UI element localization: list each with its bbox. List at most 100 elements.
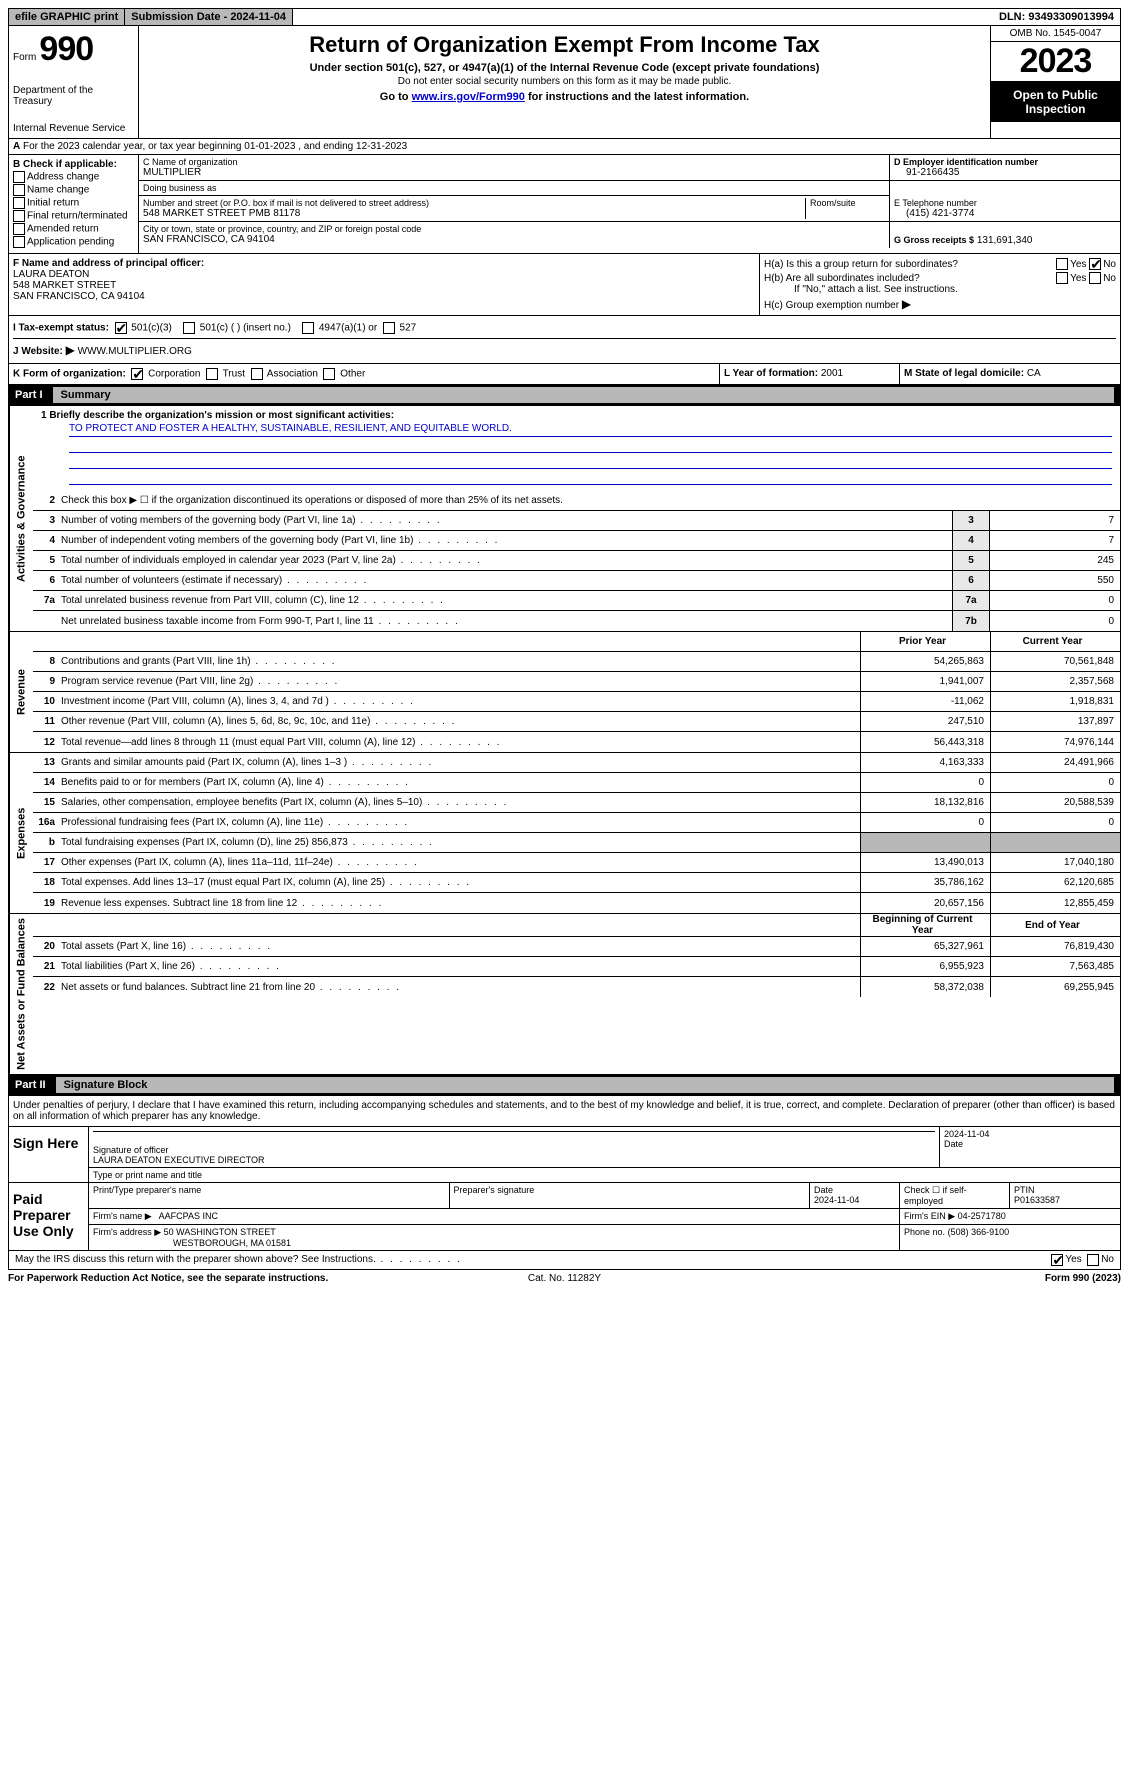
part1-title: Summary: [53, 387, 1114, 403]
prior-value: -11,062: [860, 692, 990, 711]
gov-row: 3Number of voting members of the governi…: [33, 511, 1120, 531]
tax-exempt-line: I Tax-exempt status: 501(c)(3) 501(c) ( …: [13, 322, 1116, 334]
dept-treasury: Department of the Treasury: [13, 85, 134, 107]
row-num: 10: [33, 696, 61, 707]
discuss-yes-box[interactable]: [1051, 1254, 1063, 1266]
group-return-cell: H(a) Is this a group return for subordin…: [760, 254, 1120, 315]
part1-tag: Part I: [15, 389, 53, 401]
row-num: 5: [33, 555, 61, 566]
mission-blank-3: [69, 471, 1112, 485]
irs-link[interactable]: www.irs.gov/Form990: [412, 91, 525, 103]
omb-number: OMB No. 1545-0047: [991, 26, 1120, 42]
chk-initial-return[interactable]: Initial return: [13, 197, 134, 209]
prior-value: 0: [860, 773, 990, 792]
vtab-netassets: Net Assets or Fund Balances: [9, 914, 33, 1074]
line-2-label: Check this box ▶ ☐ if the organization d…: [61, 493, 1120, 508]
header-right: OMB No. 1545-0047 2023 Open to Public In…: [990, 26, 1120, 138]
hb-no-box[interactable]: [1089, 272, 1101, 284]
m-label: M State of legal domicile:: [904, 368, 1024, 379]
firm-phone: (508) 366-9100: [948, 1227, 1010, 1237]
chk-address-change[interactable]: Address change: [13, 171, 134, 183]
dln-label: DLN: 93493309013994: [993, 9, 1120, 25]
current-value: 74,976,144: [990, 732, 1120, 752]
discuss-no-box[interactable]: [1087, 1254, 1099, 1266]
data-row: 8Contributions and grants (Part VIII, li…: [33, 652, 1120, 672]
gross-cell: G Gross receipts $ 131,691,340: [890, 222, 1120, 248]
sig-date: 2024-11-04: [944, 1129, 989, 1139]
chk-other[interactable]: [323, 368, 335, 380]
chk-501c3[interactable]: [115, 322, 127, 334]
row-num: 21: [33, 961, 61, 972]
data-row: bTotal fundraising expenses (Part IX, co…: [33, 833, 1120, 853]
row-num: 4: [33, 535, 61, 546]
row-num: 18: [33, 877, 61, 888]
current-value: 137,897: [990, 712, 1120, 731]
firm-name-cell: Firm's name ▶ AAFCPAS INC: [89, 1209, 900, 1224]
chk-4947[interactable]: [302, 322, 314, 334]
officer-name: LAURA DEATON: [13, 269, 755, 280]
vtab-governance: Activities & Governance: [9, 406, 33, 631]
gov-row: 7aTotal unrelated business revenue from …: [33, 591, 1120, 611]
vtab-expenses: Expenses: [9, 753, 33, 913]
prep-date-cell: Date 2024-11-04: [810, 1183, 900, 1208]
sig-officer-cell: Signature of officer LAURA DEATON EXECUT…: [89, 1127, 940, 1167]
ha-yes-box[interactable]: [1056, 258, 1068, 270]
chk-application-pending[interactable]: Application pending: [13, 236, 134, 248]
selfemp-cell: Check ☐ if self-employed: [900, 1183, 1010, 1208]
chk-name-change[interactable]: Name change: [13, 184, 134, 196]
signature-intro: Under penalties of perjury, I declare th…: [8, 1096, 1121, 1127]
prep-date: 2024-11-04: [814, 1195, 859, 1205]
row-num: 9: [33, 676, 61, 687]
data-row: 19Revenue less expenses. Subtract line 1…: [33, 893, 1120, 913]
row-value: 0: [990, 591, 1120, 610]
prior-value: 20,657,156: [860, 893, 990, 913]
row-num: 14: [33, 777, 61, 788]
chk-501c[interactable]: [183, 322, 195, 334]
ha-no-box[interactable]: [1089, 258, 1101, 270]
l-label: L Year of formation:: [724, 368, 818, 379]
org-name: MULTIPLIER: [143, 167, 885, 178]
org-name-label: C Name of organization: [143, 157, 885, 167]
data-row: 13Grants and similar amounts paid (Part …: [33, 753, 1120, 773]
part2-title: Signature Block: [56, 1077, 1114, 1093]
chk-amended-return[interactable]: Amended return: [13, 223, 134, 235]
data-row: 18Total expenses. Add lines 13–17 (must …: [33, 873, 1120, 893]
row-num: 19: [33, 898, 61, 909]
ptin-value: P01633587: [1014, 1195, 1060, 1205]
data-row: 10Investment income (Part VIII, column (…: [33, 692, 1120, 712]
data-row: 9Program service revenue (Part VIII, lin…: [33, 672, 1120, 692]
hb-note: If "No," attach a list. See instructions…: [764, 284, 1116, 295]
chk-trust[interactable]: [206, 368, 218, 380]
vtab-revenue: Revenue: [9, 632, 33, 752]
form-of-org: K Form of organization: Corporation Trus…: [9, 364, 720, 384]
prep-name-label: Print/Type preparer's name: [89, 1183, 450, 1208]
line-2: 2 Check this box ▶ ☐ if the organization…: [33, 491, 1120, 511]
row-num: 6: [33, 575, 61, 586]
gross-value: 131,691,340: [977, 235, 1033, 246]
state-domicile: M State of legal domicile: CA: [900, 364, 1120, 384]
row-label: Program service revenue (Part VIII, line…: [61, 674, 860, 689]
gov-row: 6Total number of volunteers (estimate if…: [33, 571, 1120, 591]
row-key: 7b: [952, 611, 990, 631]
col-cd: C Name of organization MULTIPLIER D Empl…: [139, 155, 1120, 253]
city-label: City or town, state or province, country…: [143, 224, 885, 234]
prior-value: 6,955,923: [860, 957, 990, 976]
phone-label: E Telephone number: [894, 198, 1116, 208]
hb-yes-box[interactable]: [1056, 272, 1068, 284]
efile-button[interactable]: efile GRAPHIC print: [9, 9, 125, 25]
entity-info-block: B Check if applicable: Address change Na…: [8, 155, 1121, 254]
paid-preparer-block: Paid Preparer Use Only Print/Type prepar…: [8, 1183, 1121, 1251]
website-line: J Website: ▶ WWW.MULTIPLIER.ORG: [13, 338, 1116, 357]
row-num: 15: [33, 797, 61, 808]
chk-assoc[interactable]: [251, 368, 263, 380]
firm-addr2: WESTBOROUGH, MA 01581: [93, 1238, 291, 1248]
prior-value: 35,786,162: [860, 873, 990, 892]
chk-corp[interactable]: [131, 368, 143, 380]
summary-revenue: Revenue Prior Year Current Year 8Contrib…: [8, 632, 1121, 753]
open-public-badge: Open to Public Inspection: [991, 82, 1120, 122]
chk-final-return[interactable]: Final return/terminated: [13, 210, 134, 222]
chk-527[interactable]: [383, 322, 395, 334]
goto-pre: Go to: [380, 91, 412, 103]
row-label: Number of voting members of the governin…: [61, 513, 952, 528]
data-row: 14Benefits paid to or for members (Part …: [33, 773, 1120, 793]
